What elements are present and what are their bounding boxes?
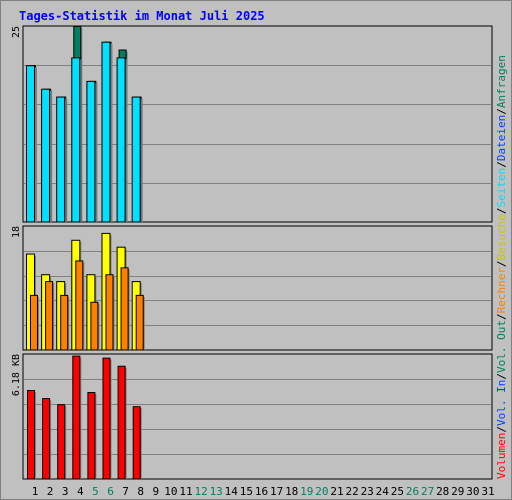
panel-2-frame [22, 225, 493, 351]
x-tick-label-day-12: 12 [194, 485, 207, 498]
side-legend-anfragen: Anfragen [495, 55, 508, 108]
x-tick-label-day-20: 20 [315, 485, 328, 498]
x-tick-label-day-2: 2 [47, 485, 54, 498]
bar-seiten-day-2 [41, 88, 51, 223]
x-tick-label-day-10: 10 [164, 485, 177, 498]
bar-rechner-day-4 [75, 260, 84, 351]
x-tick-label-day-6: 6 [107, 485, 114, 498]
side-legend-rechner: Rechner [495, 267, 508, 314]
bar-seiten-day-4 [71, 57, 81, 223]
x-tick-label-day-5: 5 [92, 485, 99, 498]
bar-seiten-day-7 [116, 57, 126, 223]
side-legend-dateien: Dateien [495, 115, 508, 161]
x-tick-label-day-9: 9 [152, 485, 159, 498]
bar-volumen-day-2 [42, 398, 51, 480]
x-tick-label-day-11: 11 [179, 485, 192, 498]
x-tick-label-day-17: 17 [270, 485, 283, 498]
x-tick-label-day-18: 18 [285, 485, 298, 498]
panel-1-max-label: 25 [11, 26, 22, 38]
x-tick-label-day-21: 21 [330, 485, 343, 498]
bar-rechner-day-7 [120, 267, 129, 351]
side-legend-volumen: Volumen [495, 433, 508, 479]
side-legend: Volumen/Vol. In/Vol. Out/Rechner/Besuche… [495, 55, 508, 479]
x-tick-label-day-7: 7 [122, 485, 129, 498]
x-tick-label-day-8: 8 [137, 485, 144, 498]
bar-rechner-day-3 [60, 294, 69, 351]
bar-rechner-day-6 [105, 274, 114, 351]
side-legend-separator: / [495, 426, 508, 433]
bar-seiten-day-8 [131, 96, 141, 223]
x-tick-label-day-3: 3 [62, 485, 69, 498]
bar-rechner-day-1 [30, 294, 38, 351]
bar-volumen-day-1 [27, 390, 35, 480]
x-tick-label-day-19: 19 [300, 485, 313, 498]
bar-seiten-day-6 [101, 41, 111, 223]
x-tick-label-day-4: 4 [77, 485, 84, 498]
x-tick-label-day-26: 26 [406, 485, 419, 498]
x-tick-label-day-25: 25 [391, 485, 404, 498]
x-tick-label-day-14: 14 [225, 485, 239, 498]
side-legend-besuche: Besuche [495, 214, 508, 260]
panel-2-max-label: 18 [11, 226, 22, 238]
x-tick-label-day-16: 16 [255, 485, 268, 498]
x-tick-label-day-31: 31 [481, 485, 494, 498]
chart-title: Tages-Statistik im Monat Juli 2025 [19, 9, 265, 23]
side-legend-separator: / [495, 373, 508, 380]
side-legend-seiten: Seiten [495, 168, 508, 208]
panel-1-frame [22, 25, 493, 223]
x-tick-label-day-15: 15 [240, 485, 253, 498]
bar-volumen-day-7 [117, 365, 126, 480]
side-legend-vol-in: Vol. In [495, 380, 508, 426]
x-tick-label-day-30: 30 [466, 485, 479, 498]
x-tick-label-day-1: 1 [32, 485, 39, 498]
bar-volumen-day-8 [132, 406, 141, 480]
x-tick-label-day-23: 23 [361, 485, 374, 498]
x-tick-label-day-29: 29 [451, 485, 464, 498]
bar-seiten-day-5 [86, 80, 96, 223]
side-legend-separator: / [495, 313, 508, 320]
panel-3-max-label: 6.18 KB [11, 354, 22, 396]
bar-volumen-day-3 [57, 404, 66, 480]
x-tick-label-day-24: 24 [376, 485, 390, 498]
bar-rechner-day-5 [90, 301, 99, 351]
bar-volumen-day-5 [87, 392, 96, 480]
side-legend-separator: / [495, 260, 508, 267]
x-tick-label-day-22: 22 [345, 485, 358, 498]
bar-seiten-day-3 [56, 96, 66, 223]
bar-rechner-day-2 [45, 281, 54, 351]
x-tick-label-day-27: 27 [421, 485, 434, 498]
x-tick-label-day-28: 28 [436, 485, 449, 498]
bar-rechner-day-8 [135, 294, 144, 351]
bar-volumen-day-6 [102, 357, 111, 480]
side-legend-separator: / [495, 207, 508, 214]
side-legend-separator: / [495, 108, 508, 115]
side-legend-vol-out: Vol. Out [495, 320, 508, 373]
bar-volumen-day-4 [72, 355, 81, 480]
x-tick-label-day-13: 13 [210, 485, 223, 498]
bar-seiten-day-1 [26, 65, 35, 223]
panel-3-frame [22, 353, 493, 480]
side-legend-separator: / [495, 161, 508, 168]
